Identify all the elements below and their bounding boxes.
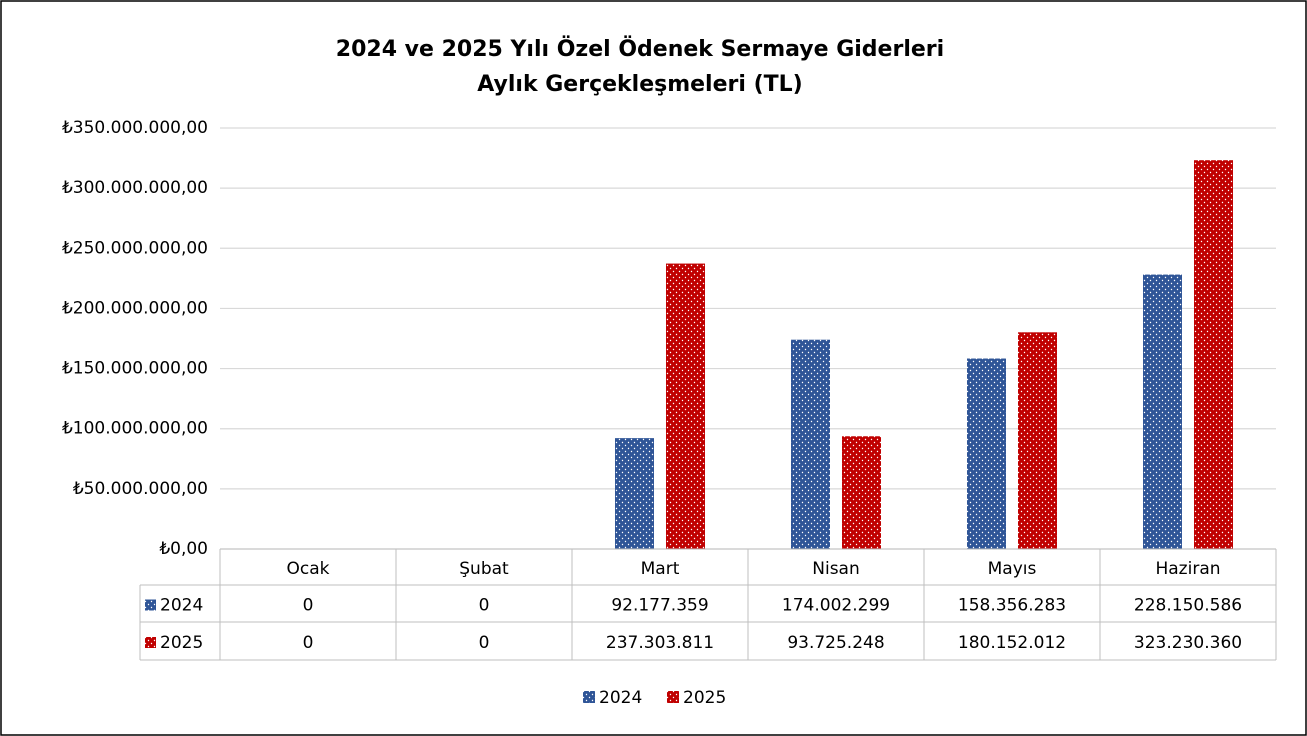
y-tick-label: ₺350.000.000,00 xyxy=(62,118,208,138)
legend-label: 2024 xyxy=(599,688,642,708)
legend-key xyxy=(583,691,595,703)
bar xyxy=(666,263,705,549)
y-tick-label: ₺0,00 xyxy=(159,539,208,559)
bar xyxy=(791,339,830,549)
y-tick-label: ₺250.000.000,00 xyxy=(62,238,208,258)
y-tick-label: ₺100.000.000,00 xyxy=(62,419,208,439)
chart-title: 2024 ve 2025 Yılı Özel Ödenek Sermaye Gi… xyxy=(336,36,944,62)
table-cell: 0 xyxy=(479,596,490,616)
bar xyxy=(1018,332,1057,549)
table-cell: 180.152.012 xyxy=(958,633,1066,653)
bar xyxy=(1194,160,1233,549)
table-cell: 0 xyxy=(479,633,490,653)
table-cell: 323.230.360 xyxy=(1134,633,1242,653)
bar xyxy=(615,438,654,549)
x-tick-label: Mart xyxy=(641,559,680,579)
table-cell: 0 xyxy=(303,596,314,616)
legend-key xyxy=(145,599,156,611)
y-tick-label: ₺150.000.000,00 xyxy=(62,359,208,379)
table-row-label: 2025 xyxy=(160,633,203,653)
x-tick-label: Haziran xyxy=(1155,559,1220,579)
y-tick-label: ₺200.000.000,00 xyxy=(62,298,208,318)
table-cell: 158.356.283 xyxy=(958,596,1066,616)
table-cell: 92.177.359 xyxy=(611,596,708,616)
x-tick-label: Ocak xyxy=(287,559,330,579)
bar xyxy=(842,436,881,549)
chart-title: Aylık Gerçekleşmeleri (TL) xyxy=(477,72,802,97)
y-tick-label: ₺50.000.000,00 xyxy=(73,479,208,499)
y-tick-label: ₺300.000.000,00 xyxy=(62,178,208,198)
table-cell: 228.150.586 xyxy=(1134,596,1242,616)
table-row-label: 2024 xyxy=(160,596,203,616)
x-tick-label: Mayıs xyxy=(988,559,1037,579)
legend-key xyxy=(145,637,156,648)
legend-label: 2025 xyxy=(683,688,726,708)
x-tick-label: Nisan xyxy=(812,559,860,579)
x-tick-label: Şubat xyxy=(459,559,509,579)
bar xyxy=(967,358,1006,549)
table-cell: 174.002.299 xyxy=(782,596,890,616)
table-cell: 93.725.248 xyxy=(787,633,884,653)
bar xyxy=(1143,274,1182,549)
table-cell: 0 xyxy=(303,633,314,653)
table-cell: 237.303.811 xyxy=(606,633,714,653)
legend-key xyxy=(667,691,679,703)
